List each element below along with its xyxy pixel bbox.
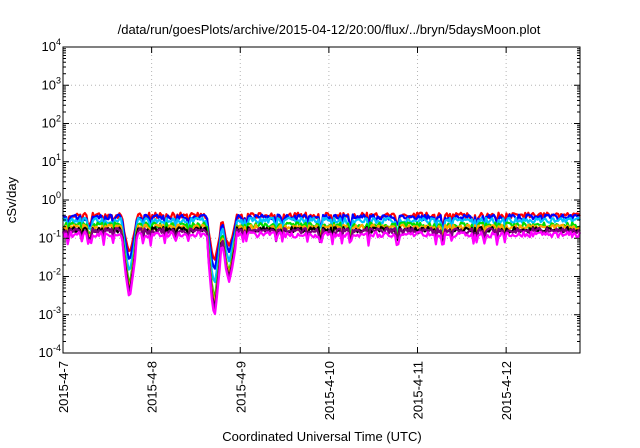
y-tick-label: 104 (42, 37, 61, 54)
y-tick-label: 10-1 (39, 228, 61, 245)
x-axis-label: Coordinated Universal Time (UTC) (222, 429, 421, 444)
x-tick-label: 2015-4-8 (145, 361, 160, 413)
x-tick-label: 2015-4-7 (56, 361, 71, 413)
plot-frame (62, 46, 581, 354)
y-tick-label: 10-2 (39, 267, 61, 284)
y-tick-label: 103 (42, 75, 61, 92)
x-axis: 2015-4-7 2015-4-8 2015-4-9 2015-4-10 2015-4-… (56, 47, 514, 420)
y-tick-label: 102 (42, 114, 61, 131)
series-line (61, 230, 582, 316)
y-tick-label: 101 (42, 152, 61, 169)
y-tick-label: 10-3 (39, 305, 61, 322)
x-tick-label: 2015-4-10 (322, 361, 337, 420)
plot-area (61, 211, 582, 316)
grid (63, 47, 580, 353)
chart-title: /data/run/goesPlots/archive/2015-04-12/2… (118, 22, 541, 37)
y-axis-label: cSv/day (4, 176, 19, 223)
y-tick-label: 100 (42, 190, 61, 207)
y-tick-label: 10-4 (39, 343, 61, 360)
y-axis: 10-4 10-3 10-2 10-1 100 101 102 103 104 (39, 37, 580, 360)
x-tick-label: 2015-4-12 (499, 361, 514, 420)
x-tick-label: 2015-4-9 (233, 361, 248, 413)
x-tick-label: 2015-4-11 (411, 361, 426, 419)
series-line (62, 216, 581, 284)
